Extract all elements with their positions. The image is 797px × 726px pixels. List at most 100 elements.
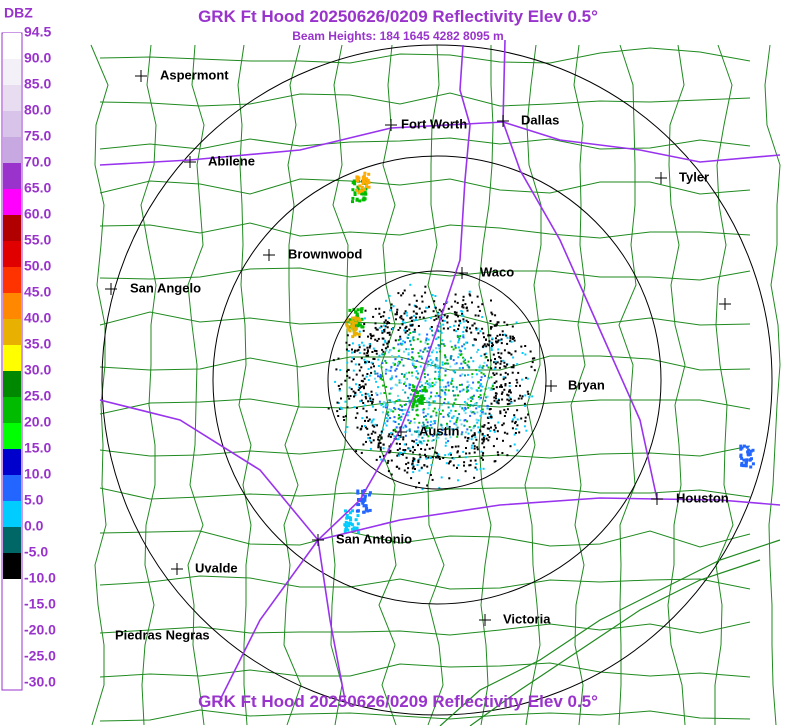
city-label: Houston: [676, 490, 729, 505]
echo: [362, 385, 365, 388]
echo: [351, 316, 355, 320]
echo: [447, 462, 450, 465]
city-label: San Angelo: [130, 280, 201, 295]
echo: [420, 442, 423, 445]
echo: [516, 424, 519, 427]
echo: [351, 509, 354, 513]
echo: [477, 381, 480, 384]
echo: [515, 385, 518, 387]
echo: [429, 457, 432, 459]
city-marker: [171, 563, 183, 575]
echo: [477, 405, 480, 408]
echo: [462, 320, 465, 323]
echo: [347, 350, 350, 352]
echo: [347, 368, 350, 371]
echo: [519, 394, 522, 397]
city-label: Dallas: [521, 112, 559, 127]
echo: [506, 336, 509, 339]
echo: [405, 443, 408, 446]
echo: [360, 379, 363, 382]
echo: [449, 420, 452, 423]
echo: [428, 397, 431, 400]
footer-title: GRK Ft Hood 20250626/0209 Reflectivity E…: [198, 692, 598, 711]
echo: [436, 434, 438, 437]
echo: [470, 447, 473, 450]
echo: [382, 428, 385, 431]
echo: [426, 400, 428, 403]
county-line: [99, 222, 751, 239]
echo: [739, 447, 743, 451]
echo: [353, 328, 357, 331]
echo: [412, 339, 415, 342]
echo: [429, 473, 432, 476]
echo: [465, 329, 468, 332]
echo: [366, 179, 370, 182]
echo: [489, 327, 492, 330]
echo: [369, 447, 372, 450]
echo: [408, 428, 411, 431]
echo: [454, 394, 457, 397]
echo: [391, 433, 394, 436]
echo: [411, 324, 413, 327]
legend-swatch: [3, 553, 21, 579]
echo: [476, 448, 479, 451]
echo: [509, 337, 512, 340]
echo: [348, 397, 351, 400]
echo: [332, 359, 335, 362]
echo: [390, 367, 393, 370]
echo: [354, 518, 358, 522]
echo: [519, 384, 521, 387]
echo: [348, 344, 351, 347]
echo: [364, 504, 368, 508]
echo: [399, 326, 402, 329]
echo: [434, 366, 437, 369]
echo: [465, 341, 468, 344]
echo: [405, 348, 408, 351]
echo: [388, 392, 391, 395]
echo: [460, 423, 463, 426]
echo: [369, 344, 372, 347]
echo: [516, 418, 519, 421]
echo: [356, 314, 360, 318]
echo: [472, 360, 475, 363]
echo: [446, 422, 448, 425]
echo: [361, 425, 363, 428]
city-marker: [312, 534, 324, 546]
echo: [357, 498, 360, 501]
echo: [363, 171, 367, 175]
echo: [390, 306, 393, 309]
echo: [397, 292, 400, 295]
echo: [452, 359, 455, 362]
echo: [454, 293, 457, 296]
city-label: Piedras Negras: [115, 627, 210, 642]
echo: [506, 342, 509, 345]
echo: [425, 337, 428, 340]
echo: [441, 339, 444, 342]
echo: [418, 441, 421, 444]
echo: [509, 340, 512, 343]
echo: [508, 352, 511, 355]
echo: [508, 399, 511, 402]
echo: [405, 425, 408, 428]
echo: [433, 400, 436, 403]
echo: [496, 361, 499, 364]
echo: [403, 289, 406, 292]
echo: [365, 440, 367, 443]
echo: [361, 341, 363, 344]
echo: [351, 320, 355, 324]
echo: [495, 397, 497, 400]
legend-label: 50.0: [24, 258, 51, 274]
echo: [365, 185, 368, 189]
echo: [380, 325, 383, 328]
echo: [480, 409, 483, 412]
echo: [338, 388, 341, 390]
echo: [442, 327, 445, 330]
echo: [345, 341, 348, 344]
echo: [377, 386, 380, 389]
echo: [424, 291, 427, 294]
echo: [472, 427, 475, 429]
echo: [479, 364, 482, 367]
echo: [391, 327, 394, 330]
echo: [345, 514, 349, 517]
echo: [358, 184, 362, 188]
